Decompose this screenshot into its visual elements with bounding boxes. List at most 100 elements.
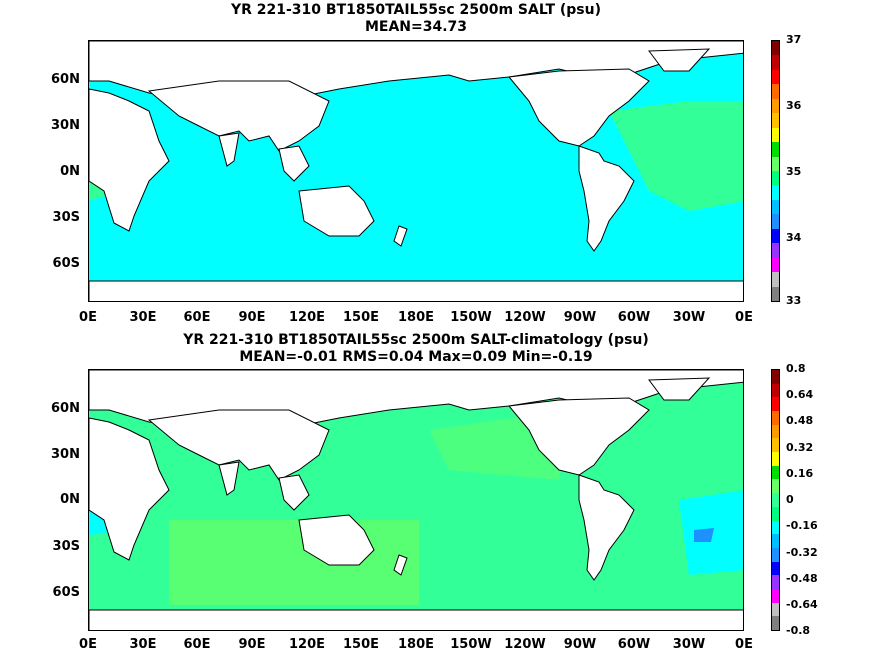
panel2-lon-label: 120W xyxy=(504,637,546,652)
colorbar-segment xyxy=(772,156,779,171)
panel1-map-svg xyxy=(89,41,743,301)
panel2-colorbar-label: -0.64 xyxy=(786,598,818,611)
panel2-lat-label: 60N xyxy=(51,401,80,416)
panel1-lon-label: 30E xyxy=(129,310,157,325)
colorbar-segment xyxy=(772,411,779,425)
colorbar-segment xyxy=(772,397,779,412)
colorbar-segment xyxy=(772,214,779,229)
colorbar-segment xyxy=(772,479,779,494)
panel2-colorbar-label: 0.64 xyxy=(786,388,814,401)
land-masses xyxy=(89,41,743,301)
panel1-lon-label: 120E xyxy=(288,310,326,325)
colorbar-segment xyxy=(772,561,779,576)
panel2-colorbar-label: -0.16 xyxy=(786,519,818,532)
panel2-lon-label: 180E xyxy=(397,637,435,652)
panel1-lon-label: 90E xyxy=(238,310,266,325)
strong-negative-spot xyxy=(694,528,714,542)
panel1-colorbar-label: 34 xyxy=(786,231,802,244)
colorbar-segment xyxy=(772,228,779,244)
colorbar-segment xyxy=(772,370,779,384)
colorbar-segment xyxy=(772,199,779,215)
land-masses xyxy=(89,370,743,630)
colorbar-segment xyxy=(772,520,779,535)
panel2-colorbar-label: 0.8 xyxy=(786,362,806,375)
panel2-colorbar-label: 0.16 xyxy=(786,467,814,480)
colorbar-segment xyxy=(772,547,779,562)
southern-ocean-anomaly xyxy=(169,520,419,605)
panel2-colorbar xyxy=(771,369,780,631)
panel1-lon-label: 0E xyxy=(79,310,97,325)
panel2-lon-label: 30W xyxy=(672,637,706,652)
colorbar-segment xyxy=(772,424,779,439)
colorbar-segment xyxy=(772,506,779,521)
panel1-colorbar-label: 37 xyxy=(786,33,802,46)
panel2-lon-label: 0E xyxy=(735,637,753,652)
colorbar-segment xyxy=(772,452,779,466)
panel1-lon-label: 0E xyxy=(735,310,753,325)
panel1-lon-label: 150W xyxy=(450,310,492,325)
colorbar-segment xyxy=(772,534,779,548)
colorbar-segment xyxy=(772,602,779,617)
panel2-lat-label: 60S xyxy=(52,585,80,600)
colorbar-segment xyxy=(772,257,779,273)
panel2-subtitle: MEAN=-0.01 RMS=0.04 Max=0.09 Min=-0.19 xyxy=(239,349,593,365)
panel2-map xyxy=(88,369,744,631)
panel1-lon-label: 60W xyxy=(617,310,651,325)
panel1-lat-label: 30S xyxy=(52,210,80,225)
panel1-colorbar xyxy=(771,40,780,302)
panel1-lon-label: 30W xyxy=(672,310,706,325)
panel2-lon-label: 150W xyxy=(450,637,492,652)
colorbar-segment xyxy=(772,575,779,589)
panel1-colorbar-label: 35 xyxy=(786,165,802,178)
colorbar-segment xyxy=(772,465,779,480)
panel2-colorbar-label: 0 xyxy=(786,493,794,506)
panel1-map xyxy=(88,40,744,302)
panel1-lat-label: 30N xyxy=(51,118,80,133)
panel2-title: YR 221-310 BT1850TAIL55sc 2500m SALT-cli… xyxy=(183,332,649,348)
panel2-colorbar-label: -0.32 xyxy=(786,546,818,559)
colorbar-segment xyxy=(772,383,779,398)
panel1-lon-label: 150E xyxy=(342,310,380,325)
panel1-lat-label: 60N xyxy=(51,72,80,87)
colorbar-segment xyxy=(772,98,779,114)
panel2-colorbar-label: -0.8 xyxy=(786,624,811,637)
colorbar-segment xyxy=(772,438,779,453)
colorbar-segment xyxy=(772,41,779,56)
atlantic-north-region xyxy=(609,101,743,211)
colorbar-segment xyxy=(772,171,779,186)
colorbar-segment xyxy=(772,243,779,258)
colorbar-segment xyxy=(772,142,779,157)
colorbar-segment xyxy=(772,55,779,70)
panel1-colorbar-label: 33 xyxy=(786,294,802,307)
panel1-lon-label: 180E xyxy=(397,310,435,325)
colorbar-segment xyxy=(772,493,779,507)
panel2-colorbar-label: 0.48 xyxy=(786,414,814,427)
panel2-lat-label: 30S xyxy=(52,539,80,554)
colorbar-segment xyxy=(772,127,779,143)
colorbar-segment xyxy=(772,286,779,301)
colorbar-segment xyxy=(772,272,779,287)
panel2-lon-label: 0E xyxy=(79,637,97,652)
colorbar-segment xyxy=(772,588,779,603)
panel2-lat-label: 0N xyxy=(60,492,80,507)
panel2-lon-label: 150E xyxy=(342,637,380,652)
panel2-lon-label: 90W xyxy=(563,637,597,652)
panel1-lon-label: 120W xyxy=(504,310,546,325)
panel2-lon-label: 30E xyxy=(129,637,157,652)
panel1-lon-label: 90W xyxy=(563,310,597,325)
panel2-lon-label: 120E xyxy=(288,637,326,652)
panel2-lon-label: 60E xyxy=(183,637,211,652)
colorbar-segment xyxy=(772,69,779,85)
panel2-lat-label: 30N xyxy=(51,447,80,462)
colorbar-segment xyxy=(772,185,779,200)
panel1-lat-label: 60S xyxy=(52,256,80,271)
panel1-lat-label: 0N xyxy=(60,164,80,179)
panel2-colorbar-label: 0.32 xyxy=(786,441,814,454)
panel2-colorbar-label: -0.48 xyxy=(786,572,818,585)
panel1-colorbar-label: 36 xyxy=(786,99,802,112)
panel1-subtitle: MEAN=34.73 xyxy=(364,19,468,35)
colorbar-segment xyxy=(772,84,779,99)
panel2-map-svg xyxy=(89,370,743,630)
colorbar-segment xyxy=(772,616,779,630)
panel2-lon-label: 90E xyxy=(238,637,266,652)
